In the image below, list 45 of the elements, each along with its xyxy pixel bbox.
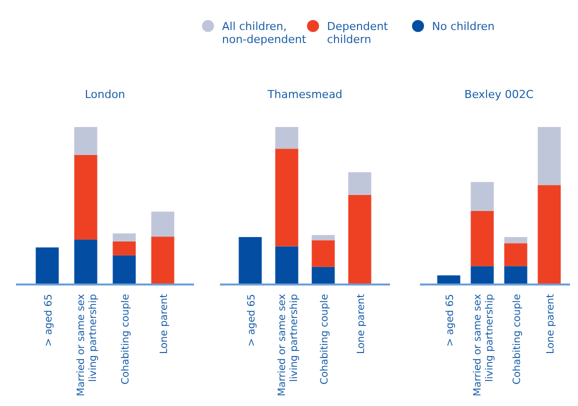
x-tick-label: Married or same sex living partnership <box>76 294 99 396</box>
x-tick-label: > aged 65 <box>444 294 456 346</box>
chart-title: Bexley 002C <box>464 88 534 101</box>
x-tick-label: Cohabiting couple <box>319 294 330 384</box>
bar <box>151 212 174 237</box>
bar <box>538 185 561 284</box>
bar <box>112 241 136 256</box>
bar <box>74 154 98 240</box>
bar <box>112 233 136 242</box>
bar <box>275 148 298 246</box>
x-tick-label: Cohabiting couple <box>512 294 523 384</box>
x-tick-label: Married or same sex living partnership <box>472 294 496 396</box>
x-tick-label: Lone parent <box>158 294 170 354</box>
bar <box>275 127 298 149</box>
bar <box>470 210 494 266</box>
bar <box>151 236 174 284</box>
bar <box>312 266 335 284</box>
legend-label: No children <box>432 20 495 33</box>
bar <box>348 194 372 284</box>
bar <box>538 127 561 186</box>
bar <box>112 255 136 284</box>
bar <box>275 246 298 284</box>
x-tick-label: Lone parent <box>545 294 556 354</box>
bar <box>504 266 528 284</box>
legend-label: Dependent childern <box>327 20 389 46</box>
bar <box>312 235 335 240</box>
bar <box>437 275 460 284</box>
bar <box>312 240 335 267</box>
chart-title: Thamesmead <box>266 88 342 101</box>
legend-label: All children, non-dependent <box>222 20 307 46</box>
bar <box>348 172 372 195</box>
x-tick-label: Lone parent <box>356 294 367 354</box>
bar <box>74 240 98 284</box>
bar <box>470 266 494 284</box>
bar <box>504 243 528 266</box>
chart-title: London <box>84 88 126 101</box>
x-tick-label: > aged 65 <box>246 294 258 346</box>
x-tick-label: Cohabiting couple <box>120 294 132 384</box>
x-tick-label: Married or same sex living partnership <box>276 294 300 396</box>
bar <box>238 237 262 284</box>
bar <box>36 247 59 284</box>
bar <box>470 182 494 211</box>
x-tick-label: > aged 65 <box>43 294 54 346</box>
bar <box>504 237 528 244</box>
bar <box>74 127 98 155</box>
